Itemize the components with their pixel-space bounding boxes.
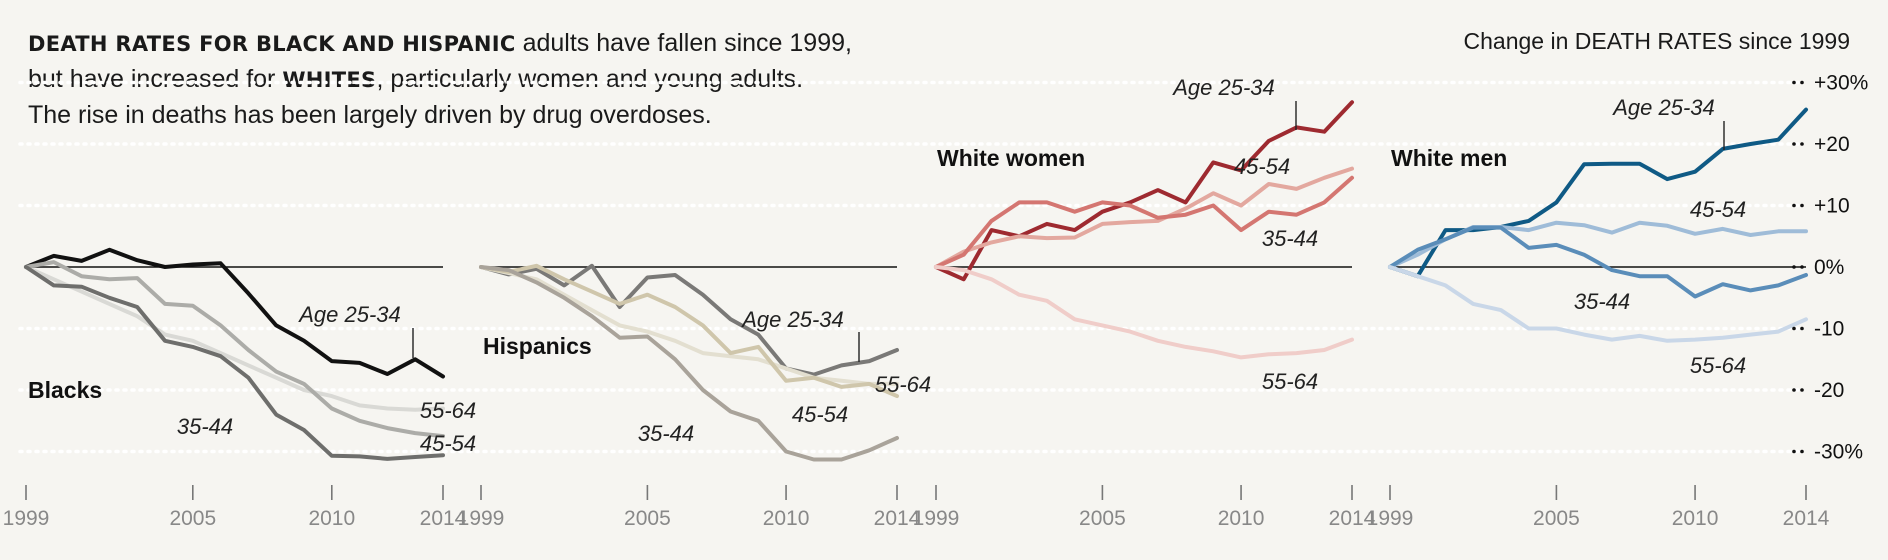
headline-bold-1: DEATH RATES FOR BLACK AND HISPANIC [28, 32, 516, 56]
series-label: 35-44 [638, 421, 694, 446]
x-tick-label: 2014 [874, 507, 921, 530]
series-label: Age 25-34 [1611, 95, 1715, 120]
headline-bold-2: WHITES [282, 68, 377, 92]
y-tick-dot [1792, 142, 1796, 146]
y-tick-dot [1792, 265, 1796, 269]
y-tick-dot [1800, 265, 1804, 269]
y-tick-dot [1800, 80, 1804, 85]
series-label: 55-64 [1690, 353, 1746, 378]
y-tick-label: 0% [1814, 256, 1844, 279]
headline-text-1: adults have fallen since 1999, [515, 29, 852, 57]
y-tick-label: -20 [1814, 379, 1844, 402]
x-tick-label: 2010 [1672, 507, 1719, 530]
series-label: 45-54 [1690, 197, 1746, 222]
y-tick-label: -30% [1814, 441, 1863, 464]
x-tick-label: 2005 [169, 507, 216, 530]
x-tick-label: 2010 [763, 507, 810, 530]
x-tick-label: 1999 [1367, 507, 1414, 530]
x-tick-label: 2005 [1079, 507, 1126, 530]
x-tick-label: 2005 [1533, 507, 1580, 530]
headline-text-3: , particularly women and young adults. [376, 65, 804, 93]
y-tick-dot [1800, 449, 1804, 454]
series-line [24, 265, 445, 461]
series-line [24, 260, 445, 439]
series-line [479, 265, 899, 462]
y-tick-dot [1792, 80, 1796, 85]
y-tick-dot [1800, 326, 1804, 331]
series-line [934, 175, 1354, 269]
panel-title: Hispanics [483, 333, 592, 359]
series-line [24, 265, 445, 412]
series-line [1388, 107, 1808, 279]
y-tick-label: -10 [1814, 318, 1844, 341]
series-label: 45-54 [792, 402, 848, 427]
y-tick-dot [1792, 203, 1796, 208]
y-tick-dot [1792, 388, 1796, 392]
panel-title: Blacks [28, 377, 102, 403]
series-label: 35-44 [177, 414, 233, 439]
series-line [24, 247, 445, 379]
y-tick-dot [1800, 203, 1804, 208]
headline: DEATH RATES FOR BLACK AND HISPANIC adult… [28, 26, 928, 133]
series-line [479, 263, 899, 399]
y-tick-dot [1800, 142, 1804, 146]
series-line [1388, 225, 1808, 299]
x-tick-label: 2014 [1329, 507, 1376, 530]
panel-title: White men [1391, 145, 1507, 171]
headline-text-2: but have increased for [28, 65, 283, 93]
series-line [479, 263, 899, 377]
series-line [934, 265, 1354, 360]
series-line [934, 100, 1354, 282]
series-label: Age 25-34 [297, 302, 401, 327]
y-tick-dot [1792, 449, 1796, 454]
y-tick-label: +10 [1814, 195, 1850, 218]
panel-title: White women [937, 145, 1085, 171]
series-label: 55-64 [420, 398, 476, 423]
y-tick-label: +20 [1814, 133, 1850, 156]
y-tick-label: +30% [1814, 72, 1868, 95]
x-tick-label: 2010 [308, 507, 355, 530]
series-label: 45-54 [1234, 154, 1290, 179]
series-label: Age 25-34 [1171, 75, 1275, 100]
series-line [1388, 265, 1808, 343]
axis-caption: Change in DEATH RATES since 1999 [1463, 28, 1851, 54]
series-line [934, 166, 1354, 269]
y-tick-dot [1792, 326, 1796, 331]
x-tick-label: 2014 [1783, 507, 1830, 530]
series-label: Age 25-34 [740, 307, 844, 332]
x-tick-label: 1999 [3, 507, 50, 530]
series-label: 35-44 [1262, 226, 1318, 251]
x-tick-label: 2005 [624, 507, 671, 530]
series-label: 55-64 [875, 372, 931, 397]
series-label: 55-64 [1262, 369, 1318, 394]
x-tick-label: 2010 [1218, 507, 1265, 530]
x-tick-label: 1999 [458, 507, 505, 530]
x-tick-label: 2014 [420, 507, 467, 530]
headline-text-4: The rise in deaths has been largely driv… [28, 101, 712, 129]
series-line [479, 265, 899, 386]
x-tick-label: 1999 [913, 507, 960, 530]
series-label: 45-54 [420, 431, 476, 456]
series-label: 35-44 [1574, 289, 1630, 314]
y-tick-dot [1800, 388, 1804, 392]
